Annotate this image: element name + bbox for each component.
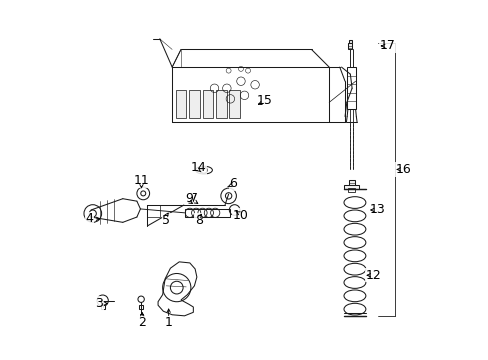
Text: 8: 8 xyxy=(194,214,202,227)
Bar xyxy=(175,90,186,118)
Text: 15: 15 xyxy=(257,94,272,107)
Text: 17: 17 xyxy=(379,40,394,53)
Text: 9: 9 xyxy=(184,192,192,205)
Text: 12: 12 xyxy=(365,269,380,282)
Bar xyxy=(347,43,352,49)
Bar xyxy=(348,180,354,185)
Bar xyxy=(344,185,358,189)
Bar xyxy=(347,188,355,192)
Bar xyxy=(348,40,351,43)
Bar xyxy=(202,90,213,118)
Text: 7: 7 xyxy=(190,192,198,205)
Text: 14: 14 xyxy=(190,161,206,174)
Text: 6: 6 xyxy=(229,177,237,190)
Bar xyxy=(229,90,240,118)
Bar xyxy=(139,305,143,310)
Text: 16: 16 xyxy=(395,163,410,176)
Bar xyxy=(216,90,226,118)
Bar xyxy=(101,305,104,309)
Bar xyxy=(189,90,199,118)
Bar xyxy=(147,205,160,217)
Text: 1: 1 xyxy=(164,316,172,329)
Polygon shape xyxy=(158,262,197,316)
Text: 4: 4 xyxy=(85,212,93,225)
Bar xyxy=(184,208,230,217)
Text: 11: 11 xyxy=(133,174,149,187)
Text: 13: 13 xyxy=(369,203,385,216)
Text: 3: 3 xyxy=(95,297,103,310)
Text: 2: 2 xyxy=(138,316,146,329)
Bar xyxy=(346,67,355,109)
Text: 10: 10 xyxy=(233,209,248,222)
Text: 5: 5 xyxy=(162,214,170,227)
